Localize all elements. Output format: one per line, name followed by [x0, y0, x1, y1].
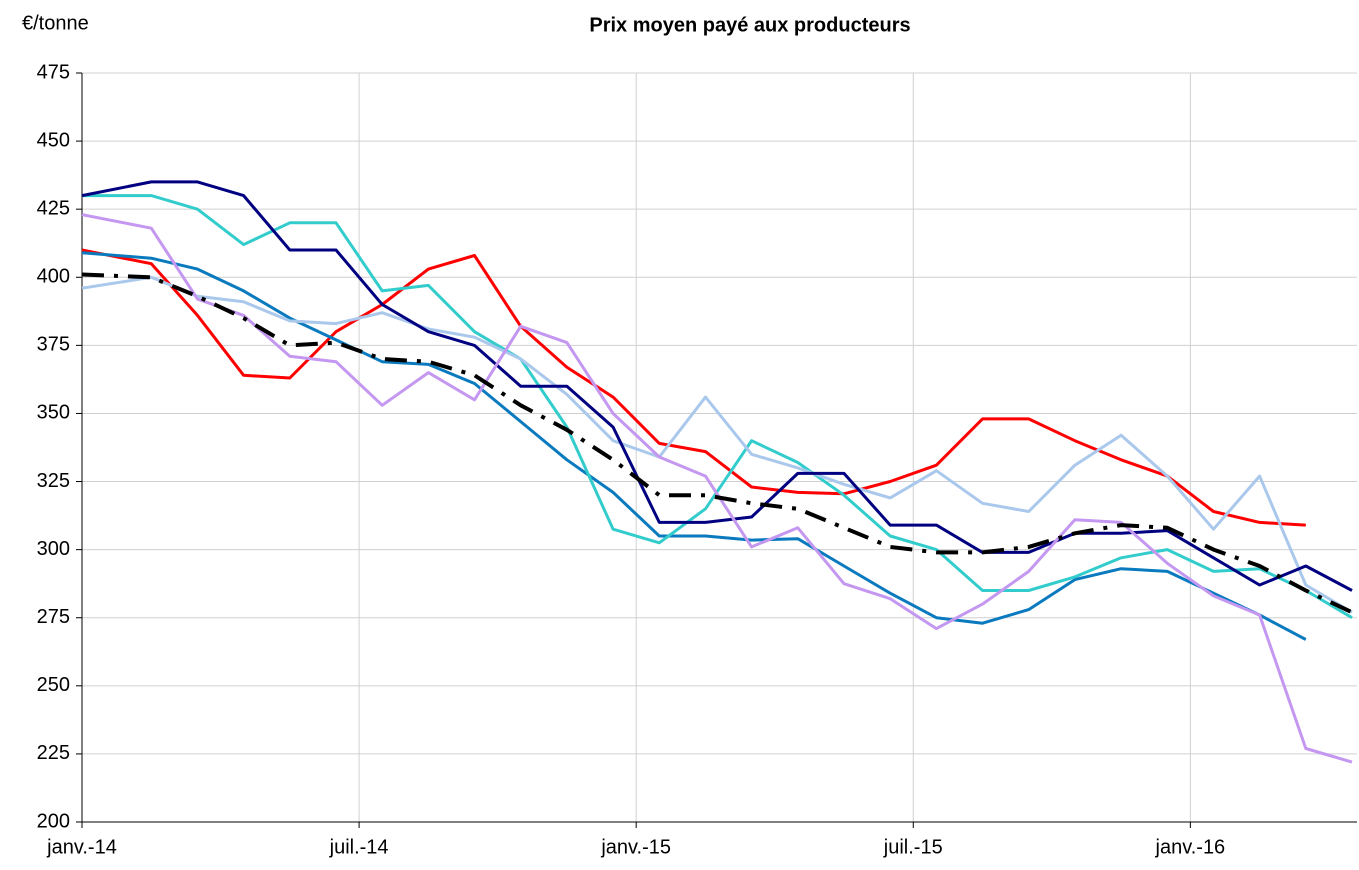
series-line	[81, 251, 1307, 641]
chart-title: Prix moyen payé aux producteurs	[589, 14, 910, 36]
series-line	[81, 272, 1353, 615]
series-line	[81, 248, 1306, 527]
x-tick-label: juil.-15	[883, 836, 943, 858]
x-tick-label: janv.-15	[600, 836, 671, 858]
y-tick-label: 200	[37, 810, 70, 832]
series-line	[81, 275, 1353, 614]
series-line	[81, 213, 1353, 764]
series-line	[82, 194, 1353, 619]
y-tick-label: 425	[37, 197, 70, 219]
y-tick-label: 375	[37, 334, 70, 356]
x-tick-label: janv.-16	[1155, 836, 1226, 858]
y-tick-label: 225	[37, 742, 70, 764]
y-tick-label: 475	[37, 61, 70, 83]
x-tick-label: janv.-14	[46, 836, 117, 858]
y-tick-label: 300	[37, 538, 70, 560]
y-tick-label: 350	[37, 402, 70, 424]
y-tick-label: 275	[37, 606, 70, 628]
y-tick-label: 400	[37, 266, 70, 288]
y-tick-label: 325	[37, 470, 70, 492]
y-tick-label: 450	[37, 129, 70, 151]
y-tick-label: 250	[37, 674, 70, 696]
y-axis-label: €/tonne	[22, 12, 89, 34]
x-tick-label: juil.-14	[329, 836, 389, 858]
series-line	[81, 180, 1353, 592]
